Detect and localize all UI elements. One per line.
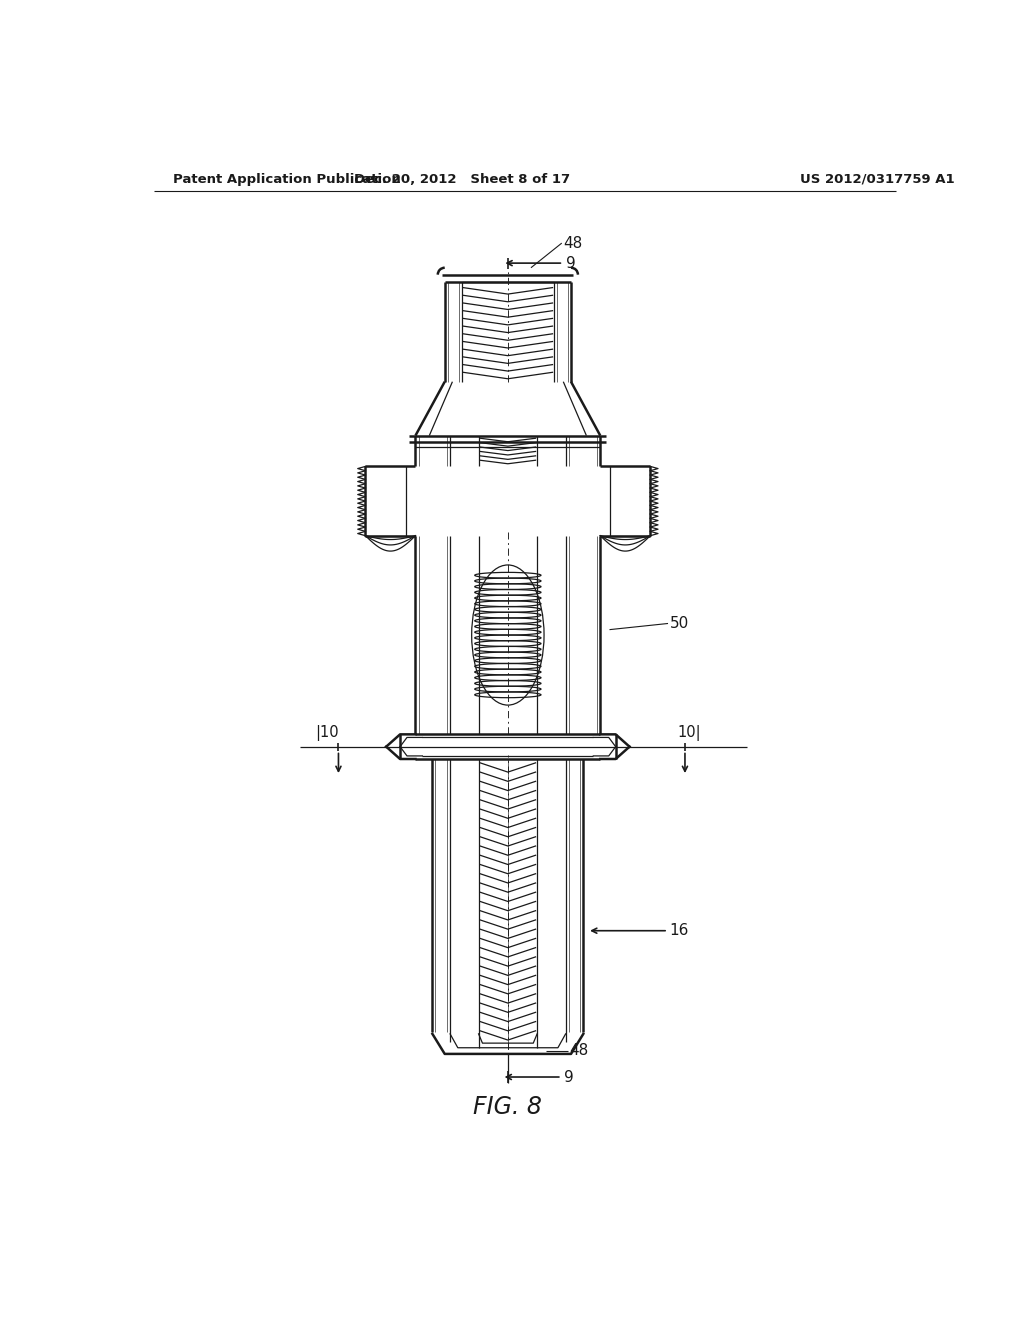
Text: 48: 48 (569, 1043, 589, 1059)
Text: 9: 9 (565, 256, 575, 271)
Text: US 2012/0317759 A1: US 2012/0317759 A1 (801, 173, 955, 186)
Text: 9: 9 (564, 1069, 573, 1085)
Text: 10|: 10| (677, 725, 700, 741)
Text: 16: 16 (670, 923, 689, 939)
Text: FIG. 8: FIG. 8 (473, 1096, 543, 1119)
Text: Dec. 20, 2012   Sheet 8 of 17: Dec. 20, 2012 Sheet 8 of 17 (353, 173, 569, 186)
Text: 48: 48 (563, 235, 583, 251)
Text: |10: |10 (315, 725, 339, 741)
Text: Patent Application Publication: Patent Application Publication (173, 173, 400, 186)
Text: 50: 50 (670, 616, 689, 631)
